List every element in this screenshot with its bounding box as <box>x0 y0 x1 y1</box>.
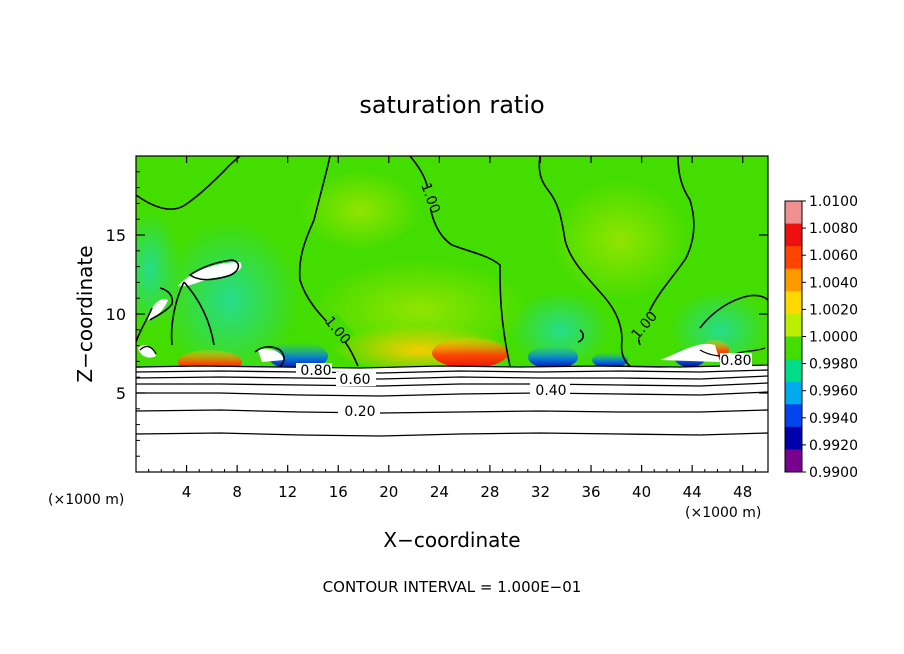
contour-line <box>136 369 768 374</box>
contour-line <box>136 382 768 387</box>
sub-cloud-layer <box>136 364 768 472</box>
contour-lines <box>136 156 768 367</box>
x-tick-label: 20 <box>379 483 398 501</box>
contour-line <box>170 281 185 346</box>
colorbar: 1.0100 1.0080 1.0060 1.0040 1.0020 1.0000 0.99… <box>784 194 858 481</box>
contour-line <box>136 375 768 380</box>
cloud-pocket <box>258 348 284 362</box>
contour-line <box>538 156 631 367</box>
x-tick-label: 40 <box>632 483 651 501</box>
x-tick-label: 32 <box>531 483 550 501</box>
x-tick-label: 12 <box>278 483 297 501</box>
contour-label: 0.20 <box>344 404 375 420</box>
contour-line <box>699 294 768 329</box>
contour-line <box>136 156 241 210</box>
contour-label: 0.60 <box>339 372 370 388</box>
field-shading: 1.00 1.00 1.00 0.80 0.60 0.40 0.20 0.80 <box>136 156 768 472</box>
contour-line <box>183 281 215 346</box>
contour-line <box>136 364 768 369</box>
colorbar-label: 1.0100 <box>809 194 858 210</box>
x-tick-label: 44 <box>683 483 702 501</box>
x-tick-label: 16 <box>329 483 348 501</box>
contour-line <box>136 432 768 437</box>
contour-line <box>254 346 285 367</box>
field-band-red <box>432 338 508 368</box>
colorbar-swatch <box>785 381 802 405</box>
y-tick-label: 15 <box>106 226 126 245</box>
field-patch <box>160 220 300 380</box>
colorbar-swatch <box>785 404 802 428</box>
colorbar-swatch <box>785 336 802 360</box>
cloud-pocket <box>178 262 242 287</box>
x-tick-label: 8 <box>232 483 242 501</box>
field-band-blue <box>528 345 578 369</box>
y-tick-label: 5 <box>116 384 126 403</box>
contour-line <box>577 329 584 343</box>
y-tick-label: 10 <box>106 305 126 324</box>
contour-interval-note: CONTOUR INTERVAL = 1.000E−01 <box>323 578 582 596</box>
colorbar-swatch <box>785 426 802 450</box>
contour-label: 0.80 <box>720 353 751 369</box>
contour-line <box>136 391 768 397</box>
field-patch <box>550 180 690 300</box>
colorbar-label: 0.9900 <box>809 465 858 481</box>
colorbar-label: 0.9980 <box>809 357 858 373</box>
colorbar-swatch <box>785 359 802 383</box>
colorbar-label: 0.9940 <box>809 411 858 427</box>
cloud-pocket <box>660 343 720 362</box>
contour-label: 0.40 <box>535 383 566 399</box>
chart-title: saturation ratio <box>359 91 544 119</box>
colorbar-label: 0.9920 <box>809 438 858 454</box>
x-unit-label-left: (×1000 m) <box>48 492 124 508</box>
cloud-pocket <box>148 299 168 320</box>
colorbar-label: 1.0000 <box>809 330 858 346</box>
colorbar-swatch <box>785 201 802 225</box>
colorbar-swatch <box>785 223 802 247</box>
x-tick-label: 4 <box>182 483 192 501</box>
contour-lines-lower <box>136 345 768 437</box>
x-axis-label: X−coordinate <box>383 528 520 552</box>
colorbar-label: 1.0080 <box>809 221 858 237</box>
x-tick-label: 28 <box>480 483 499 501</box>
colorbar-swatch <box>785 291 802 315</box>
field-patch <box>136 210 180 330</box>
field-patch <box>300 170 420 250</box>
contour-line <box>409 156 511 367</box>
colorbar-label: 1.0060 <box>809 248 858 264</box>
contour-line <box>139 345 157 355</box>
contour-line <box>188 259 240 281</box>
x-tick-label: 24 <box>430 483 449 501</box>
colorbar-label: 1.0020 <box>809 302 858 318</box>
contour-label: 0.80 <box>300 363 331 379</box>
colorbar-label: 1.0040 <box>809 275 858 291</box>
colorbar-label: 0.9960 <box>809 384 858 400</box>
y-axis-label: Z−coordinate <box>73 245 97 382</box>
colorbar-swatch <box>785 268 802 292</box>
field-band-blue <box>592 352 628 368</box>
colorbar-swatch <box>785 449 802 473</box>
x-unit-label-right: (×1000 m) <box>685 505 761 521</box>
colorbar-swatch <box>785 313 802 337</box>
contour-line <box>149 287 174 321</box>
x-tick-label: 36 <box>581 483 600 501</box>
x-tick-label: 48 <box>733 483 752 501</box>
contour-line <box>136 409 768 414</box>
colorbar-swatch <box>785 246 802 270</box>
contour-line <box>136 307 153 343</box>
